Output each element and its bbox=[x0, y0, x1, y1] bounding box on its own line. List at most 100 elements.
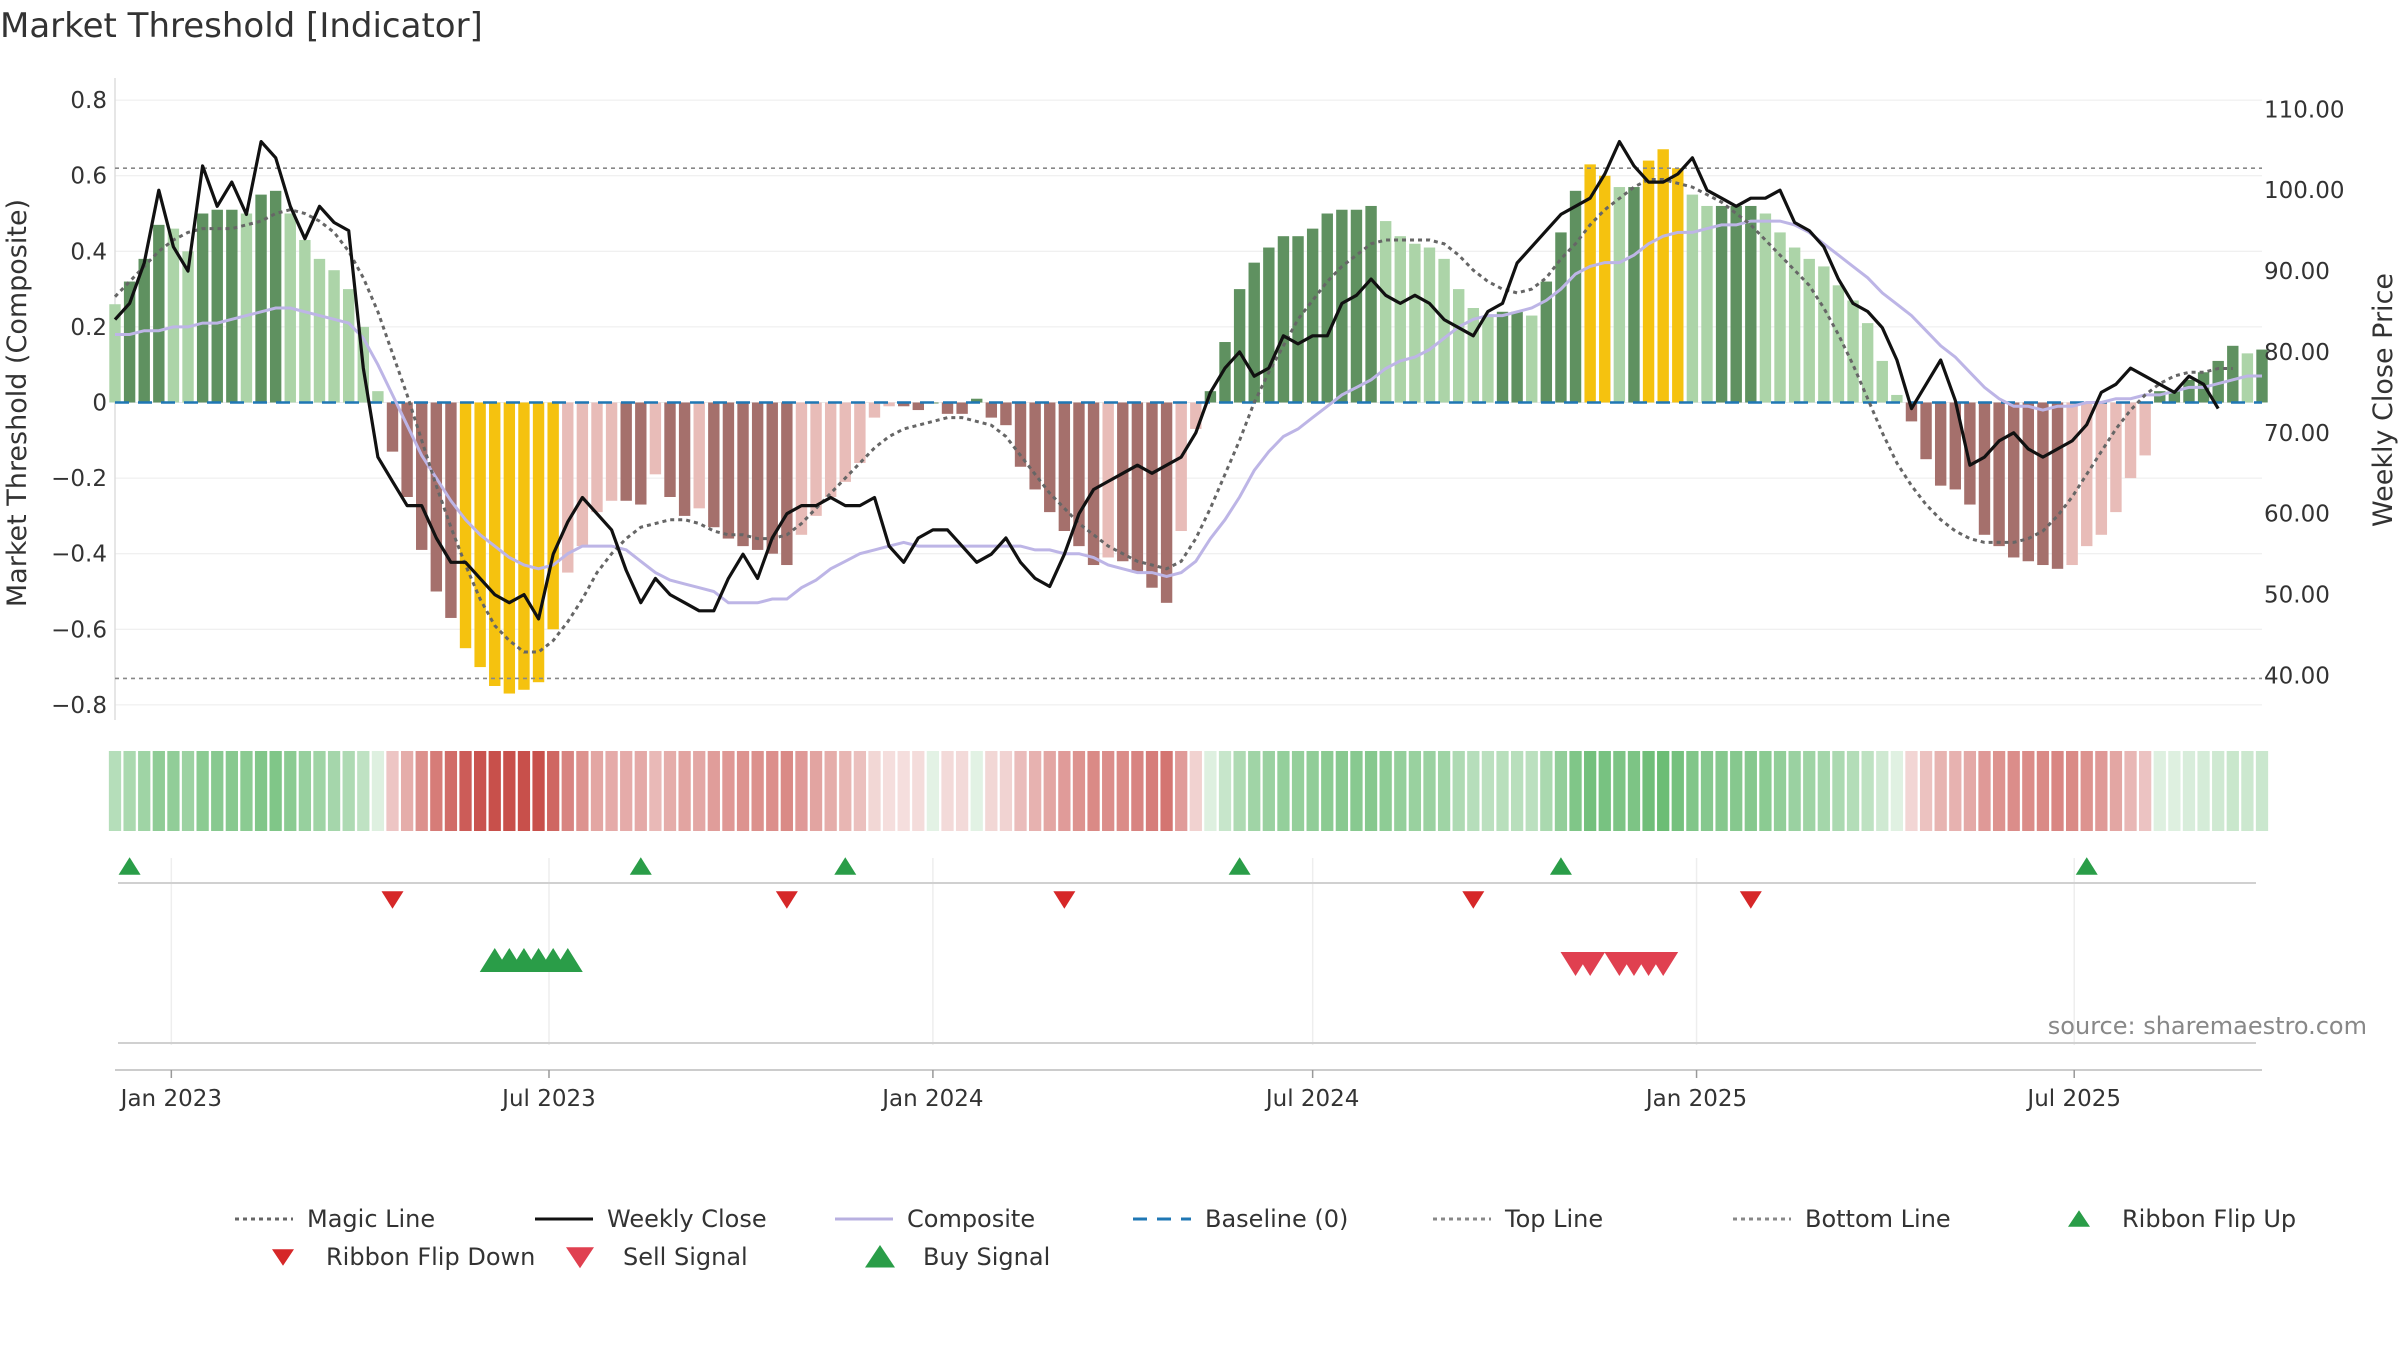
ribbon-cell bbox=[912, 751, 925, 831]
legend-item: Ribbon Flip Up bbox=[2068, 1205, 2296, 1233]
composite-bar bbox=[1190, 402, 1202, 429]
ribbon-cell bbox=[1306, 751, 1319, 831]
composite-bar bbox=[2124, 402, 2137, 479]
ribbon-cell bbox=[1730, 751, 1743, 831]
composite-bar bbox=[1584, 164, 1596, 403]
ribbon-cell bbox=[1087, 751, 1100, 831]
legend-label: Weekly Close bbox=[607, 1205, 767, 1233]
ribbon-cell bbox=[1335, 751, 1348, 831]
composite-bar bbox=[211, 209, 223, 403]
composite-bar bbox=[941, 402, 954, 414]
composite-bar bbox=[751, 402, 764, 550]
composite-bar bbox=[2022, 402, 2035, 562]
composite-bar bbox=[1613, 187, 1626, 403]
ribbon-cell bbox=[313, 751, 326, 831]
composite-bar bbox=[635, 402, 647, 505]
ribbon-cell bbox=[722, 751, 735, 831]
composite-bar bbox=[226, 209, 238, 403]
x-axis: Jan 2023 Jul 2023 Jan 2024 Jul 2024 Jan 2025… bbox=[115, 1069, 2262, 1112]
composite-bar bbox=[1482, 315, 1494, 403]
composite-bar bbox=[1058, 402, 1071, 532]
sell-signal-marker bbox=[1575, 952, 1606, 976]
ribbon-flip-down-marker bbox=[1053, 891, 1076, 909]
ribbon-cell bbox=[488, 751, 501, 831]
composite-bar bbox=[386, 402, 399, 452]
composite-bar bbox=[196, 213, 209, 403]
composite-bar bbox=[1555, 232, 1567, 403]
ribbon-cell bbox=[1525, 751, 1538, 831]
ribbon-cell bbox=[1876, 751, 1889, 831]
ribbon-cell bbox=[181, 751, 195, 831]
legend-item: Composite bbox=[835, 1205, 1035, 1233]
composite-bar bbox=[1117, 402, 1129, 562]
ribbon-cell bbox=[459, 751, 472, 831]
ribbon-cell bbox=[590, 751, 604, 831]
ribbon-cell bbox=[269, 751, 282, 831]
composite-bar bbox=[868, 402, 881, 418]
ribbon-cell bbox=[1832, 751, 1845, 831]
ribbon-cell bbox=[1554, 751, 1568, 831]
composite-bar bbox=[518, 402, 530, 690]
y2-tick-label: 100.00 bbox=[2264, 178, 2344, 204]
composite-bar bbox=[1467, 308, 1480, 403]
legend: Magic Line Weekly Close Composite Baseline … bbox=[235, 1205, 2296, 1271]
chart-lines bbox=[113, 140, 2262, 680]
legend-item: Weekly Close bbox=[535, 1205, 767, 1233]
legend-label: Ribbon Flip Up bbox=[2122, 1205, 2296, 1233]
ribbon-cell bbox=[693, 751, 706, 831]
composite-bar bbox=[562, 402, 574, 573]
x-tick-label: Jul 2023 bbox=[500, 1086, 596, 1112]
ribbon-cell bbox=[1452, 751, 1465, 831]
ribbon-cell bbox=[839, 751, 852, 831]
legend-swatch bbox=[865, 1245, 895, 1268]
composite-bar bbox=[737, 402, 749, 547]
composite-bar bbox=[1934, 402, 1947, 486]
ribbon-cell bbox=[1773, 751, 1787, 831]
ribbon-cell bbox=[1218, 751, 1232, 831]
ribbon-cell bbox=[357, 751, 370, 831]
composite-bar bbox=[1642, 160, 1655, 403]
ribbon-cell bbox=[503, 751, 516, 831]
ribbon-cell bbox=[2241, 751, 2254, 831]
composite-bar bbox=[1730, 205, 1742, 403]
legend-item: Bottom Line bbox=[1733, 1205, 1951, 1233]
ribbon-flip-up-marker bbox=[1228, 857, 1251, 875]
composite-bar bbox=[109, 304, 121, 403]
composite-bar bbox=[2095, 402, 2108, 535]
composite-bar bbox=[269, 190, 282, 403]
ribbon-cell bbox=[868, 751, 881, 831]
signal-markers bbox=[118, 857, 2256, 1045]
ribbon-flip-up-marker bbox=[2075, 857, 2098, 875]
y2-tick-label: 90.00 bbox=[2264, 259, 2330, 285]
composite-bar bbox=[2110, 402, 2122, 513]
ribbon-cell bbox=[1861, 751, 1874, 831]
ribbon-cell bbox=[1627, 751, 1641, 831]
y2-tick-label: 110.00 bbox=[2264, 97, 2344, 123]
legend-swatch bbox=[566, 1247, 594, 1269]
ribbon-flip-up-marker bbox=[834, 857, 857, 875]
ribbon-cell bbox=[1686, 751, 1699, 831]
ribbon-cell bbox=[1262, 751, 1275, 831]
composite-bar bbox=[401, 402, 413, 497]
y-axis-label: Market Threshold (Composite) bbox=[2, 199, 33, 607]
composite-bar bbox=[1628, 187, 1640, 403]
ribbon-cell bbox=[1189, 751, 1202, 831]
ribbon-cell bbox=[196, 751, 209, 831]
composite-bar bbox=[1905, 402, 1918, 422]
ribbon-cell bbox=[2226, 751, 2239, 831]
composite-bar bbox=[1861, 323, 1874, 403]
ribbon-cell bbox=[1321, 751, 1334, 831]
composite-bar bbox=[1146, 402, 1158, 588]
ribbon-flip-up-marker bbox=[118, 857, 141, 875]
ribbon-cell bbox=[1671, 751, 1684, 831]
y-tick-label: −0.4 bbox=[51, 542, 107, 568]
ribbon-cell bbox=[751, 751, 764, 831]
ribbon-cell bbox=[780, 751, 793, 831]
ribbon-cell bbox=[2124, 751, 2137, 831]
ribbon-cell bbox=[1803, 751, 1816, 831]
composite-bar bbox=[1599, 175, 1611, 403]
composite-bar bbox=[255, 194, 267, 403]
ribbon-cell bbox=[2255, 751, 2269, 831]
y-axis-left: −0.8 −0.6 −0.4 −0.2 0 0.2 0.4 0.6 0.8 bbox=[51, 88, 107, 719]
